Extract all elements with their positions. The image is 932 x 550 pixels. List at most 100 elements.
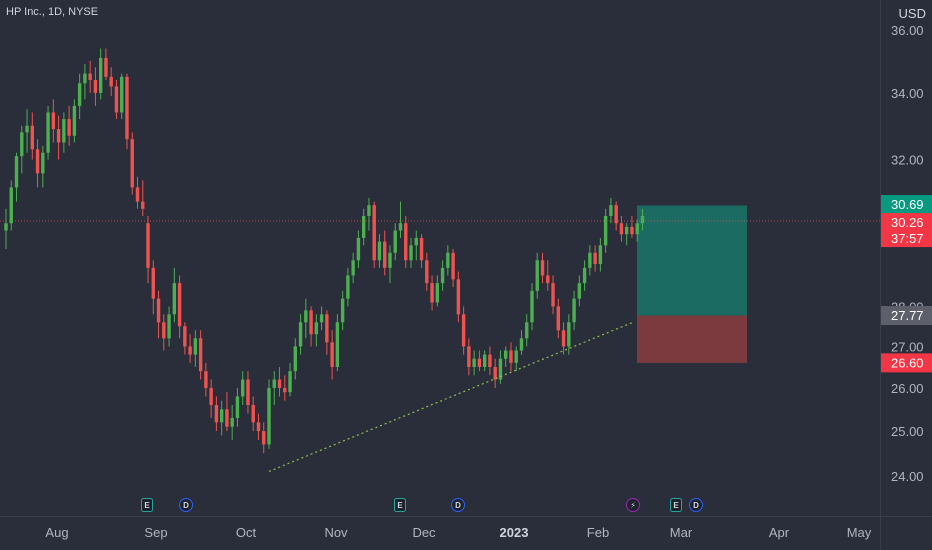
candle[interactable] xyxy=(404,215,408,268)
candle[interactable] xyxy=(151,260,155,315)
candle[interactable] xyxy=(251,396,255,432)
candle[interactable] xyxy=(419,234,424,268)
candle[interactable] xyxy=(198,330,203,380)
candle[interactable] xyxy=(262,422,266,454)
candle[interactable] xyxy=(383,230,387,276)
candle[interactable] xyxy=(614,201,618,231)
candle[interactable] xyxy=(109,67,113,97)
candle[interactable] xyxy=(588,245,592,276)
earnings-event-icon[interactable]: E xyxy=(394,498,406,512)
candle[interactable] xyxy=(67,105,71,146)
candle[interactable] xyxy=(172,267,177,323)
candle[interactable] xyxy=(193,330,198,368)
candle[interactable] xyxy=(183,322,187,355)
candle[interactable] xyxy=(561,322,566,355)
candle[interactable] xyxy=(340,290,345,331)
candle[interactable] xyxy=(603,208,608,253)
candle[interactable] xyxy=(46,105,50,160)
candle[interactable] xyxy=(288,362,292,397)
candle[interactable] xyxy=(577,275,582,307)
candle[interactable] xyxy=(114,80,119,120)
candle[interactable] xyxy=(525,314,529,347)
candle[interactable] xyxy=(556,298,560,339)
candle[interactable] xyxy=(446,245,450,276)
candle[interactable] xyxy=(619,215,624,242)
candle[interactable] xyxy=(125,73,129,150)
candle[interactable] xyxy=(304,298,308,339)
candle[interactable] xyxy=(156,290,161,339)
candle[interactable] xyxy=(135,176,140,209)
candle[interactable] xyxy=(572,290,576,331)
candle[interactable] xyxy=(177,275,182,339)
candle[interactable] xyxy=(351,252,355,284)
candle[interactable] xyxy=(409,237,413,268)
dividend-event-icon[interactable]: D xyxy=(689,498,703,512)
candle[interactable] xyxy=(309,306,313,347)
candle[interactable] xyxy=(267,379,271,449)
candle[interactable] xyxy=(356,230,361,268)
candle[interactable] xyxy=(167,306,171,347)
candle[interactable] xyxy=(582,260,587,291)
candle[interactable] xyxy=(498,350,503,384)
candle[interactable] xyxy=(314,314,319,347)
candle[interactable] xyxy=(609,198,613,224)
candle[interactable] xyxy=(346,267,350,307)
candle[interactable] xyxy=(567,314,571,355)
candle[interactable] xyxy=(330,330,334,380)
candle[interactable] xyxy=(214,396,219,432)
candle[interactable] xyxy=(277,367,282,397)
candle[interactable] xyxy=(598,237,603,272)
candle[interactable] xyxy=(393,223,397,261)
target-zone[interactable] xyxy=(637,205,747,316)
candle[interactable] xyxy=(467,338,471,376)
candle[interactable] xyxy=(283,375,287,401)
candle[interactable] xyxy=(335,314,340,372)
candle[interactable] xyxy=(293,338,297,380)
candle[interactable] xyxy=(425,252,429,291)
candle[interactable] xyxy=(372,201,376,268)
stop-zone[interactable] xyxy=(637,315,747,363)
candle[interactable] xyxy=(635,219,639,242)
candle[interactable] xyxy=(93,67,98,106)
candle[interactable] xyxy=(4,208,8,250)
candle[interactable] xyxy=(530,283,534,331)
candle[interactable] xyxy=(551,275,555,315)
candle[interactable] xyxy=(241,371,245,406)
candle[interactable] xyxy=(535,252,539,299)
candle[interactable] xyxy=(62,112,66,153)
candle[interactable] xyxy=(51,99,56,143)
dividend-event-icon[interactable]: D xyxy=(451,498,465,512)
candle[interactable] xyxy=(430,275,434,311)
candle[interactable] xyxy=(640,208,645,231)
split-event-icon[interactable]: ⚡ xyxy=(626,498,640,512)
candle[interactable] xyxy=(56,115,61,160)
candle[interactable] xyxy=(30,112,34,160)
candle[interactable] xyxy=(546,260,550,291)
candle[interactable] xyxy=(230,405,234,440)
candle[interactable] xyxy=(377,234,382,268)
candle[interactable] xyxy=(388,245,392,284)
candle[interactable] xyxy=(461,306,466,355)
candle[interactable] xyxy=(188,334,192,363)
candle[interactable] xyxy=(488,346,492,376)
candle[interactable] xyxy=(41,145,45,188)
candle[interactable] xyxy=(272,371,276,406)
candle[interactable] xyxy=(225,392,229,432)
candle[interactable] xyxy=(9,180,13,231)
candle[interactable] xyxy=(514,346,518,372)
candle[interactable] xyxy=(319,306,324,331)
candle[interactable] xyxy=(146,215,150,284)
candle[interactable] xyxy=(77,73,82,120)
candle[interactable] xyxy=(298,314,303,355)
candle[interactable] xyxy=(472,350,476,376)
candle[interactable] xyxy=(235,387,240,427)
candle[interactable] xyxy=(209,379,213,418)
candle[interactable] xyxy=(593,245,597,272)
candle[interactable] xyxy=(14,152,19,202)
candle[interactable] xyxy=(482,350,487,372)
candle[interactable] xyxy=(256,413,261,440)
candle[interactable] xyxy=(162,314,166,351)
candle[interactable] xyxy=(20,125,24,174)
